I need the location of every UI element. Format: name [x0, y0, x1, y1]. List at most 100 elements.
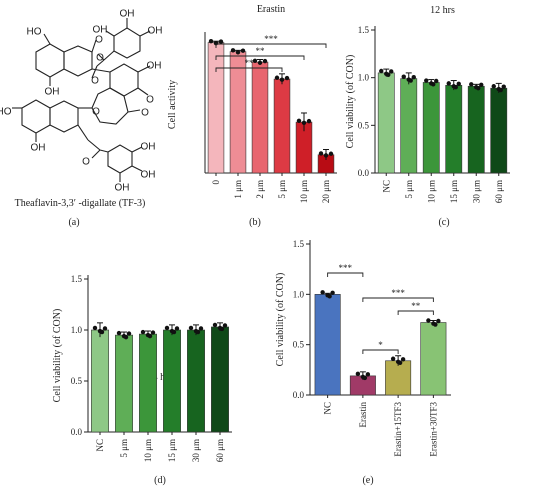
- x-tick-label: 5 μm: [119, 439, 129, 458]
- bar: [377, 72, 395, 174]
- data-point: [140, 329, 146, 335]
- y-tick-label: 1.5: [358, 25, 370, 35]
- y-tick-label: 1.0: [71, 325, 83, 335]
- atom-label: O: [92, 107, 100, 118]
- data-point: [262, 58, 268, 64]
- significance-bracket: [362, 297, 434, 302]
- data-point: [446, 81, 451, 86]
- data-point: [328, 151, 334, 156]
- data-point: [389, 69, 394, 74]
- data-point: [498, 87, 503, 93]
- x-tick-label: NC: [381, 180, 391, 193]
- bar: [207, 42, 225, 174]
- atom-label: OH: [120, 9, 135, 20]
- data-point: [174, 326, 180, 331]
- data-point: [327, 294, 332, 299]
- data-point: [479, 82, 484, 88]
- data-point: [164, 325, 170, 331]
- atom-label: HO: [0, 107, 12, 118]
- x-tick-label: 30 μm: [191, 439, 201, 462]
- panel-label-b: (b): [249, 217, 261, 228]
- data-point: [195, 329, 201, 335]
- data-point: [240, 48, 246, 53]
- molecule-caption: Theaflavin-3,3′ -digallate (TF-3): [15, 198, 146, 209]
- significance-label: ***: [264, 34, 278, 44]
- data-point: [408, 78, 413, 83]
- significance-bracket: [397, 310, 434, 315]
- data-point: [284, 75, 290, 81]
- data-point: [469, 82, 474, 87]
- chart-title: 12 hrs: [430, 5, 455, 16]
- x-tick-label: 2 μm: [255, 180, 265, 199]
- data-point: [320, 290, 325, 295]
- data-point: [400, 357, 406, 362]
- data-point: [92, 325, 98, 331]
- x-tick-label: Erastin+15TF3: [393, 402, 403, 457]
- data-point: [386, 72, 391, 78]
- chart-e: Cell viability (of CON) 0.0 0.5 1.0 1.5 NC Era…: [275, 239, 451, 457]
- data-point: [274, 75, 280, 80]
- bar: [445, 84, 463, 174]
- data-point: [491, 84, 496, 89]
- x-tick-label: 20 μm: [321, 180, 331, 203]
- data-point: [436, 318, 441, 324]
- y-tick-label: 0.5: [358, 120, 370, 130]
- data-point: [222, 323, 228, 328]
- x-tick-label: 60 μm: [494, 180, 504, 203]
- data-point: [230, 48, 236, 53]
- atom-label: OH: [31, 143, 46, 154]
- significance-bracket: [215, 43, 327, 48]
- bar: [139, 333, 157, 433]
- y-tick-label: 1.5: [71, 274, 83, 284]
- y-axis-label: Cell viability (of CON): [275, 273, 286, 367]
- data-point: [208, 39, 214, 44]
- significance-label: ***: [391, 288, 405, 298]
- atom-label: O: [96, 53, 104, 64]
- chart-d: 24 hrs Cell viability (of CON) 0.0 0.5 1.0 1.…: [52, 274, 232, 462]
- atom-label: O: [141, 108, 149, 119]
- data-point: [426, 318, 431, 323]
- data-point: [453, 85, 458, 90]
- y-axis-label: Cell viability (of CON): [52, 309, 63, 403]
- data-point: [330, 290, 335, 296]
- atom-label: O: [95, 35, 103, 46]
- panel-label-a: (a): [68, 217, 79, 228]
- data-point: [99, 329, 105, 335]
- data-point: [401, 74, 406, 79]
- x-tick-label: 5 μm: [277, 180, 287, 199]
- y-tick-label: 1.0: [358, 73, 370, 83]
- data-point: [235, 50, 241, 55]
- significance-label: **: [411, 301, 421, 311]
- data-point: [219, 326, 225, 332]
- significance-bracket: [215, 67, 283, 72]
- bar: [314, 294, 341, 396]
- atom-label: OH: [141, 170, 156, 181]
- bar: [251, 61, 269, 174]
- data-point: [501, 84, 506, 89]
- data-point: [434, 78, 439, 84]
- data-point: [318, 151, 324, 156]
- atom-label: OH: [45, 87, 60, 98]
- significance-bracket: [215, 55, 305, 60]
- bar: [91, 329, 109, 433]
- data-point: [279, 77, 285, 82]
- bar: [211, 326, 229, 433]
- x-tick-label: NC: [95, 439, 105, 452]
- chart-b: Erastin Cell activity 0 1 μm 2 μm 5 μm 10 μm 20…: [167, 4, 337, 203]
- y-axis-label: Cell activity: [167, 80, 178, 129]
- data-point: [301, 120, 307, 125]
- x-tick-label: Erastin: [358, 402, 368, 428]
- y-tick-label: 1.0: [293, 289, 305, 299]
- significance-label: *: [378, 340, 383, 350]
- data-point: [257, 60, 263, 65]
- bar: [115, 334, 133, 433]
- y-tick-label: 0.5: [71, 376, 83, 386]
- data-point: [150, 330, 156, 335]
- y-tick-label: 0.0: [71, 427, 83, 437]
- bar: [422, 82, 440, 174]
- atom-label: OH: [148, 26, 163, 37]
- atom-label: O: [146, 95, 154, 106]
- atom-label: O: [91, 76, 99, 87]
- data-point: [102, 326, 108, 331]
